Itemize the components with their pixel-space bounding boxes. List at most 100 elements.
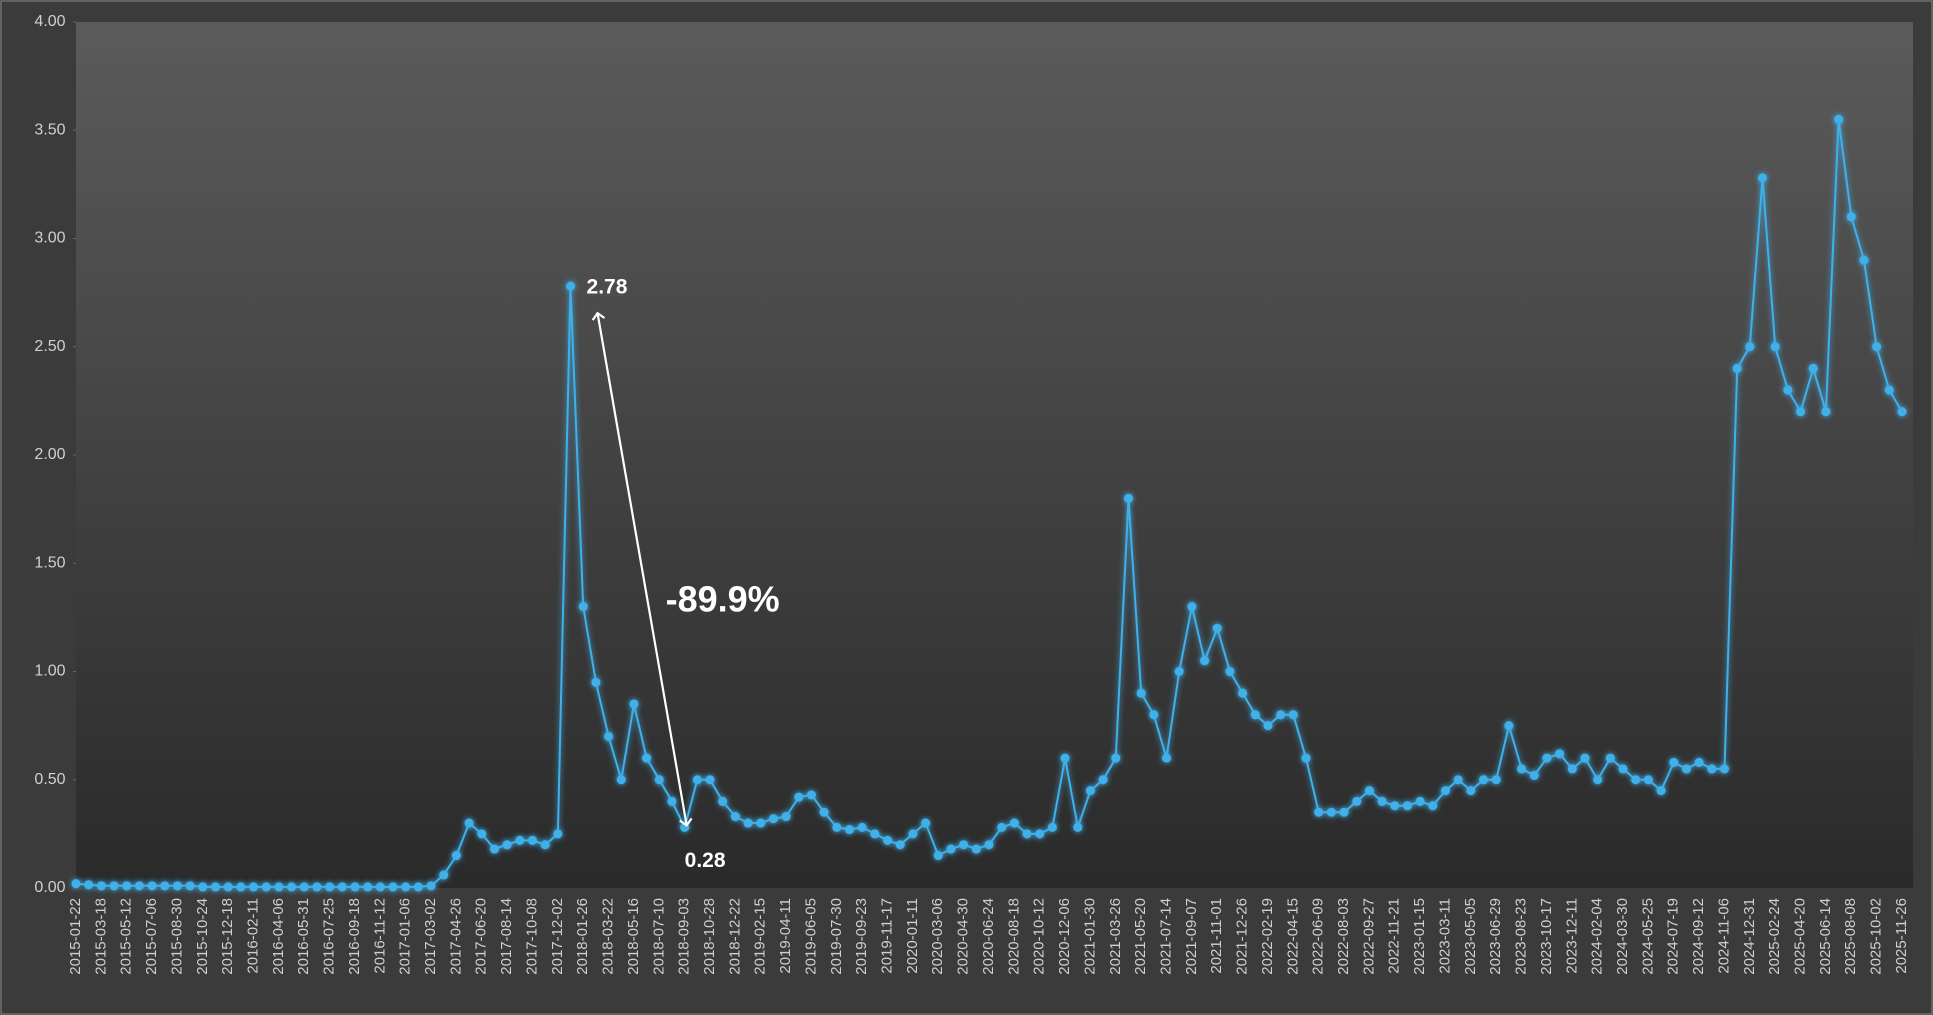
x-tick-label: 2020-06-24 [980, 898, 997, 975]
data-point [768, 814, 778, 824]
data-point [883, 835, 893, 845]
data-point [1073, 822, 1083, 832]
data-point [122, 881, 132, 891]
x-tick-label: 2019-04-11 [777, 898, 794, 974]
data-point [1402, 801, 1412, 811]
data-point [1466, 786, 1476, 796]
data-point [413, 882, 423, 892]
x-tick-label: 2015-10-24 [194, 898, 211, 975]
x-tick-label: 2017-12-02 [549, 898, 566, 975]
x-tick-label: 2022-09-27 [1360, 898, 1377, 975]
data-point [451, 851, 461, 861]
data-point [1390, 801, 1400, 811]
data-point [515, 835, 525, 845]
data-point [1415, 796, 1425, 806]
x-tick-label: 2018-12-22 [726, 898, 743, 975]
x-tick-label: 2023-06-29 [1487, 898, 1504, 975]
data-point [388, 882, 398, 892]
y-tick-label: 2.50 [34, 338, 65, 355]
data-point [312, 882, 322, 892]
series-points [71, 114, 1907, 892]
data-point [1821, 407, 1831, 417]
data-point [857, 822, 867, 832]
data-point [134, 881, 144, 891]
data-point [84, 880, 94, 890]
data-point [109, 881, 119, 891]
data-point [1846, 212, 1856, 222]
x-tick-label: 2022-06-09 [1310, 898, 1327, 975]
data-point [629, 699, 639, 709]
data-point [870, 829, 880, 839]
data-point [1288, 710, 1298, 720]
x-tick-label: 2015-08-30 [168, 898, 185, 975]
data-point [223, 882, 233, 892]
data-point [743, 818, 753, 828]
data-point [1732, 363, 1742, 373]
data-point [236, 882, 246, 892]
data-point [1123, 493, 1133, 503]
data-point [261, 882, 271, 892]
y-tick-label: 3.50 [34, 121, 65, 138]
peak-label: 2.78 [587, 276, 628, 299]
x-tick-label: 2018-03-22 [600, 898, 617, 975]
data-point [1542, 753, 1552, 763]
data-point [730, 812, 740, 822]
x-tick-label: 2021-11-01 [1208, 898, 1225, 974]
data-point [566, 281, 576, 291]
x-tick-label: 2021-09-07 [1183, 898, 1200, 975]
x-tick-label: 2016-02-11 [244, 898, 261, 974]
data-point [1263, 721, 1273, 731]
data-point [185, 881, 195, 891]
x-tick-label: 2025-11-26 [1893, 898, 1910, 974]
x-tick-label: 2017-03-02 [422, 898, 439, 975]
data-point [806, 790, 816, 800]
data-point [1669, 757, 1679, 767]
x-tick-label: 2018-07-10 [650, 898, 667, 975]
data-point [959, 840, 969, 850]
data-point [325, 882, 335, 892]
x-tick-label: 2024-11-06 [1715, 898, 1732, 974]
data-point [426, 881, 436, 891]
y-tick-label: 1.50 [34, 554, 65, 571]
data-point [1808, 363, 1818, 373]
y-tick-label: 1.00 [34, 663, 65, 680]
x-tick-label: 2022-11-21 [1386, 898, 1403, 974]
change-arrow [591, 311, 693, 827]
data-point [984, 840, 994, 850]
x-tick-label: 2021-12-26 [1234, 898, 1251, 975]
x-tick-label: 2017-08-14 [498, 898, 515, 975]
data-point [654, 775, 664, 785]
data-point [1631, 775, 1641, 785]
x-tick-label: 2015-03-18 [92, 898, 109, 975]
data-point [933, 851, 943, 861]
x-tick-label: 2020-01-11 [904, 898, 921, 974]
data-point [1694, 757, 1704, 767]
data-point [1707, 764, 1717, 774]
data-point [1314, 807, 1324, 817]
x-tick-label: 2016-05-31 [295, 898, 312, 975]
x-tick-label: 2020-12-06 [1056, 898, 1073, 975]
data-point [249, 882, 259, 892]
data-point [1187, 602, 1197, 612]
data-point [147, 881, 157, 891]
data-point [1643, 775, 1653, 785]
data-point [528, 835, 537, 845]
x-tick-label: 2016-11-12 [371, 898, 388, 974]
x-tick-label: 2024-07-19 [1665, 898, 1682, 975]
data-point [1555, 749, 1565, 759]
data-point [1834, 114, 1844, 124]
data-point [160, 881, 170, 891]
data-point [1326, 807, 1336, 817]
data-point [1149, 710, 1159, 720]
x-tick-label: 2016-09-18 [346, 898, 363, 975]
data-point [375, 882, 385, 892]
x-tick-label: 2025-02-24 [1766, 898, 1783, 975]
x-tick-label: 2022-04-15 [1284, 898, 1301, 975]
data-point [845, 825, 855, 835]
x-tick-label: 2025-04-20 [1792, 898, 1809, 975]
plot-area [76, 22, 1913, 888]
x-tick-label: 2020-08-18 [1005, 898, 1022, 975]
trough-label: 0.28 [685, 849, 726, 872]
data-point [477, 829, 487, 839]
data-point [946, 844, 956, 854]
